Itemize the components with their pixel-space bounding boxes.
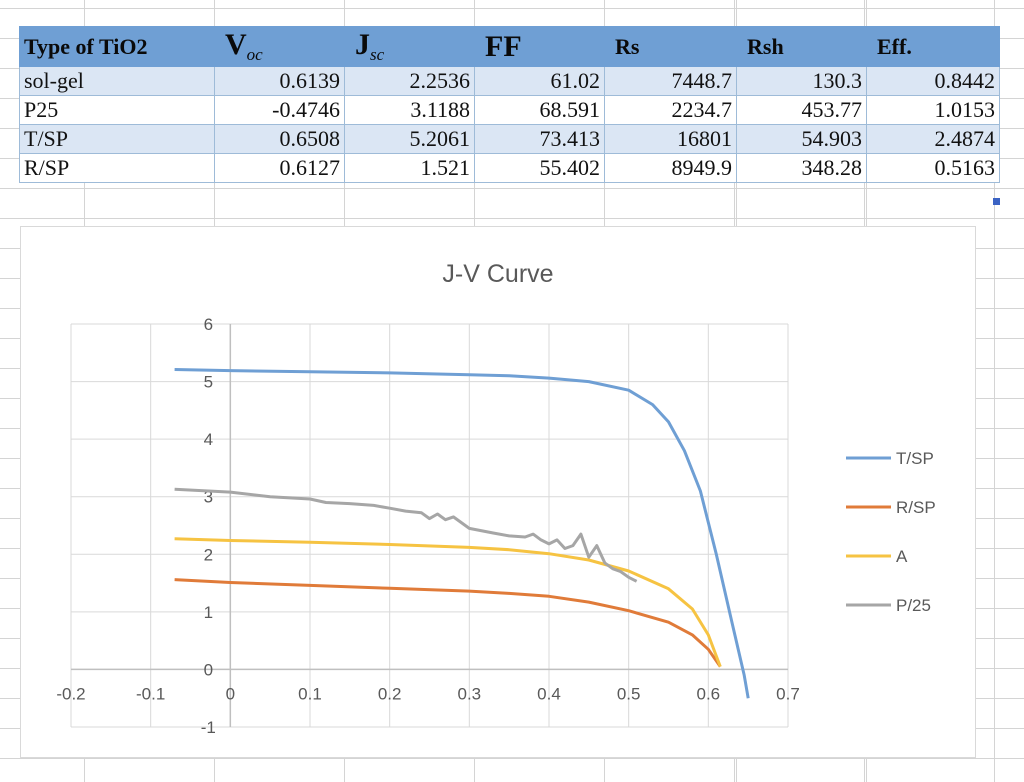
x-tick-label: 0.7 [776,684,800,703]
cell-rsh[interactable]: 348.28 [736,153,867,183]
table-row: P25 -0.4746 3.1188 68.591 2234.7 453.77 … [19,95,1000,125]
cell-eff[interactable]: 0.8442 [866,66,1000,96]
cell-jsc[interactable]: 1.521 [344,153,475,183]
x-tick-label: 0.3 [458,684,482,703]
y-tick-label: 3 [204,488,213,507]
x-tick-label: 0.6 [697,684,721,703]
header-rs[interactable]: Rs [604,26,737,67]
cell-jsc[interactable]: 2.2536 [344,66,475,96]
cell-jsc[interactable]: 3.1188 [344,95,475,125]
cell-ff[interactable]: 61.02 [474,66,605,96]
header-jsc-main: J [355,28,370,61]
header-voc[interactable]: Voc [214,26,345,67]
x-tick-label: -0.2 [56,684,85,703]
table-header-row: Type of TiO2 Voc Jsc FF Rs Rsh Eff. [19,26,1000,67]
cell-rs[interactable]: 7448.7 [604,66,737,96]
table-row: T/SP 0.6508 5.2061 73.413 16801 54.903 2… [19,124,1000,154]
cell-type[interactable]: T/SP [19,124,215,154]
y-tick-label: -1 [201,718,216,737]
x-tick-label: 0 [226,684,235,703]
cell-voc[interactable]: 0.6127 [214,153,345,183]
chart-title: J-V Curve [442,260,553,288]
header-voc-main: V [225,28,247,61]
legend-label: A [896,547,908,566]
y-tick-label: 6 [204,315,213,334]
cell-ff[interactable]: 68.591 [474,95,605,125]
cell-rs[interactable]: 2234.7 [604,95,737,125]
cell-rs[interactable]: 16801 [604,124,737,154]
cell-voc[interactable]: 0.6139 [214,66,345,96]
header-rsh[interactable]: Rsh [736,26,867,67]
cell-eff[interactable]: 2.4874 [866,124,1000,154]
tio2-data-table[interactable]: Type of TiO2 Voc Jsc FF Rs Rsh Eff. sol-… [19,26,1000,183]
cell-type[interactable]: R/SP [19,153,215,183]
y-tick-label: 4 [204,430,213,449]
header-ff-label: FF [485,29,522,63]
jv-chart[interactable]: J-V Curve -0.2 -0.1 0 0.1 0.2 0.3 0.4 0.5 0.6 0.7 -… [20,226,976,758]
cell-rs[interactable]: 8949.9 [604,153,737,183]
cell-ff[interactable]: 73.413 [474,124,605,154]
series-line-r-sp [174,578,722,668]
x-tick-label: 0.2 [378,684,402,703]
header-jsc[interactable]: Jsc [344,26,475,67]
series-line-p-25 [174,487,638,583]
table-row: sol-gel 0.6139 2.2536 61.02 7448.7 130.3… [19,66,1000,96]
y-tick-label: 1 [204,603,213,622]
cell-voc[interactable]: 0.6508 [214,124,345,154]
y-tick-label: 2 [204,545,213,564]
y-tick-label: 0 [204,660,213,679]
header-voc-sub: oc [246,45,263,64]
table-row: R/SP 0.6127 1.521 55.402 8949.9 348.28 0… [19,153,1000,183]
cell-eff[interactable]: 1.0153 [866,95,1000,125]
x-tick-label: 0.4 [537,684,561,703]
cell-voc[interactable]: -0.4746 [214,95,345,125]
chart-canvas: J-V Curve -0.2 -0.1 0 0.1 0.2 0.3 0.4 0.5 0.6 0.7 -… [56,260,936,737]
series-line-a [174,537,722,668]
cell-jsc[interactable]: 5.2061 [344,124,475,154]
y-tick-label: 5 [204,373,213,392]
x-tick-label: 0.5 [617,684,641,703]
cell-eff[interactable]: 0.5163 [866,153,1000,183]
cell-type[interactable]: P25 [19,95,215,125]
cell-type[interactable]: sol-gel [19,66,215,96]
cell-ff[interactable]: 55.402 [474,153,605,183]
fill-handle[interactable] [993,198,1000,205]
header-ff[interactable]: FF [474,26,605,67]
legend-label: R/SP [896,498,936,517]
cell-rsh[interactable]: 54.903 [736,124,867,154]
legend-label: T/SP [896,449,934,468]
legend-label: P/25 [896,596,931,615]
series-line-t-sp [174,368,750,699]
x-tick-label: -0.1 [136,684,165,703]
cell-rsh[interactable]: 453.77 [736,95,867,125]
x-tick-label: 0.1 [298,684,322,703]
header-jsc-sub: sc [370,45,385,64]
cell-rsh[interactable]: 130.3 [736,66,867,96]
header-eff[interactable]: Eff. [866,26,1000,67]
header-type[interactable]: Type of TiO2 [19,26,215,67]
